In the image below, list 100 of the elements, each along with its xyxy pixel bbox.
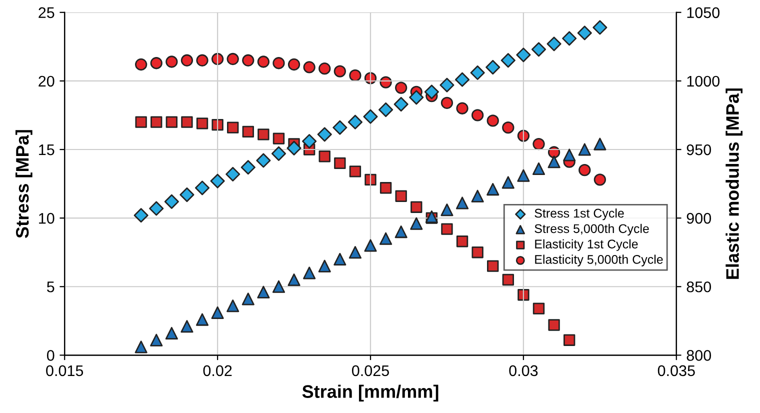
point [502,274,514,286]
point [318,62,331,75]
point [516,48,531,62]
point [592,20,608,35]
point [165,326,178,340]
point [334,65,346,78]
point [349,69,362,82]
point [395,82,408,94]
legend-label: Elasticity 5,000th Cycle [535,254,663,266]
point [532,162,546,175]
y-tick-label: 0 [46,350,54,361]
x-tick-label: 0.035 [658,365,695,376]
point [456,196,469,210]
point [181,116,193,128]
point [471,190,484,202]
point [150,116,162,128]
point [288,58,300,71]
y2-axis-title: Elastic modulus [MPa] [726,88,742,279]
point [456,236,468,248]
point [562,31,577,46]
point [302,134,317,149]
point [532,302,545,314]
y2-tick-label: 1000 [687,76,720,87]
point [196,54,208,66]
point [149,201,164,216]
point [288,273,300,286]
point [440,96,454,109]
point [380,232,392,245]
point [487,260,499,272]
point [546,36,562,52]
point [410,201,422,213]
y2-tick-label: 950 [686,144,712,156]
x-tick-label: 0.02 [203,365,232,376]
point [486,60,500,75]
point [211,52,224,66]
point [258,128,270,140]
y-tick-label: 25 [38,7,54,18]
point [150,334,163,346]
point [256,153,271,168]
x-axis-title: Strain [mm/mm] [302,384,438,402]
point [212,118,224,131]
point [578,164,591,176]
point [226,300,240,312]
y2-tick-label: 850 [686,281,712,292]
x-tick-label: 0.025 [352,365,389,376]
point [394,96,408,112]
point [164,194,179,209]
point [364,174,376,186]
point [166,56,178,68]
point [486,182,500,196]
point [563,334,576,346]
y-tick-label: 5 [46,282,54,292]
point [502,121,514,134]
point [577,26,592,40]
point [272,132,285,144]
point [410,217,423,230]
point [150,57,162,70]
point [272,280,286,293]
point [242,54,254,66]
point [454,72,470,87]
point [180,187,194,202]
point [166,116,178,128]
point [303,266,316,280]
point [548,319,560,331]
y-tick-label: 15 [39,144,54,156]
point [518,289,530,301]
point [210,174,225,188]
point [502,176,514,189]
point [196,118,208,130]
point [332,120,348,135]
point [471,109,484,122]
point [134,340,148,354]
legend-label: Stress 1st Cycle [534,208,624,220]
point [563,148,576,162]
point [226,52,239,66]
point [517,169,530,182]
point [286,140,302,156]
point [500,53,516,68]
point [272,57,285,70]
point [196,313,209,326]
point [180,54,194,66]
point [395,190,407,202]
point [318,260,331,272]
point [334,252,346,266]
point [240,160,256,175]
point [380,182,392,194]
point [348,114,362,130]
point [348,246,362,259]
point [318,150,330,162]
point [226,166,240,182]
point [242,292,254,306]
point [594,174,606,186]
point [349,166,362,178]
point [257,56,270,68]
point [472,246,484,258]
point [227,122,239,134]
point [394,225,408,238]
point [380,76,392,88]
y-axis-title: Stress [MPa] [16,130,32,238]
point [194,180,210,196]
